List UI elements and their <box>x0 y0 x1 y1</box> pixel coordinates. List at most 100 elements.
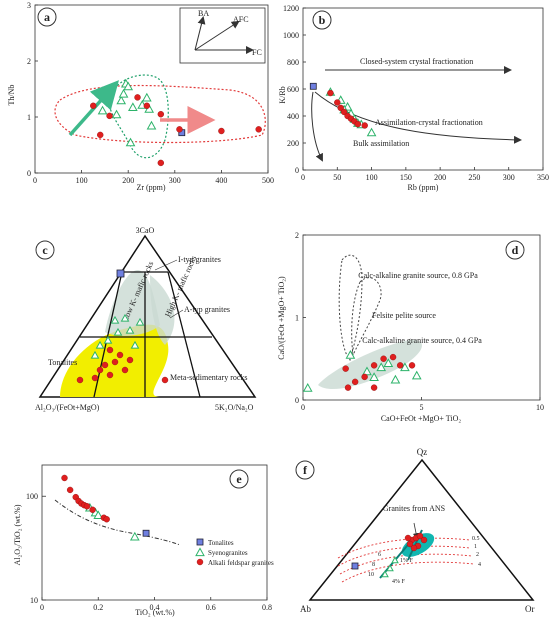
point-circle <box>157 110 165 118</box>
point-circle <box>361 122 368 129</box>
panel-e-letter: e <box>236 472 242 486</box>
c-meta: Meta-sedimentary rocks <box>170 373 248 382</box>
e-xtick: 0 <box>40 603 44 612</box>
point-triangle <box>390 374 401 384</box>
inset-ba-label: BA <box>198 9 209 18</box>
point-triangle <box>146 120 157 130</box>
c-syeno-point <box>125 325 135 334</box>
c-alkali-point <box>91 374 99 382</box>
point-circle <box>83 503 91 510</box>
a-axes-ytick: 0 <box>27 169 31 178</box>
d-calc04: Calc-alkaline granite source, 0.4 GPa <box>362 336 482 345</box>
point-triangle <box>93 510 104 520</box>
c-alkali-point <box>111 358 119 366</box>
point-circle <box>380 355 387 362</box>
a-axes-xtick: 100 <box>76 176 88 185</box>
c-apex-top: 3CaO <box>136 226 155 235</box>
point-circle <box>97 131 104 139</box>
panel-d-letter: d <box>512 243 519 257</box>
f-alkali-point <box>410 544 418 552</box>
point-circle <box>143 102 151 110</box>
point-circle <box>354 120 362 128</box>
c-i-type: I-typ granites <box>178 255 221 264</box>
f-syeno-point <box>381 570 389 578</box>
point-triangle <box>128 102 138 112</box>
point-triangle <box>362 366 372 376</box>
point-circle <box>389 353 397 361</box>
a-axes-ytick: 1 <box>27 113 31 122</box>
d-felsic-field <box>338 254 363 361</box>
c-divider-3 <box>167 271 201 398</box>
f-p4: 4 <box>478 562 481 568</box>
panel-b-ylabel: K/Rb <box>278 86 287 103</box>
b-axes-xtick: 250 <box>468 173 480 182</box>
panel-f: f Qz Ab Or Granites from ANS 0.5 1 2 4 1… <box>295 447 535 614</box>
point-triangle <box>129 531 140 541</box>
b-axes-ytick: 0 <box>295 166 299 175</box>
point-circle <box>176 126 183 133</box>
afc-curve <box>314 91 522 144</box>
point-circle <box>90 102 97 110</box>
point-circle <box>344 384 352 391</box>
c-alkali-point <box>121 366 129 374</box>
panel-f-badge <box>295 460 315 480</box>
e-xtick: 0.8 <box>262 603 272 612</box>
point-triangle <box>345 349 356 359</box>
f-iso-1 <box>337 545 471 567</box>
e-xtick: 0.4 <box>150 603 160 612</box>
inset-fc-label: FC <box>252 48 262 57</box>
f-ans-label: Granites from ANS <box>383 504 445 513</box>
panel-f-letter: f <box>303 463 308 477</box>
point-triangle <box>376 362 387 372</box>
e-trend-line <box>54 499 181 546</box>
panel-c: c 3CaO Al₂O₃/(FeOt+MgO) 5K₂O/Na₂O I-typ … <box>35 226 257 412</box>
f-tonalite <box>351 562 359 570</box>
point-triangle <box>383 358 394 367</box>
f-apex-left: Ab <box>300 604 311 614</box>
point-triangle <box>97 105 108 115</box>
point-circle <box>61 474 68 482</box>
c-syeno-point <box>135 317 145 326</box>
point-triangle <box>111 109 122 119</box>
c-tonalites: Tonalites <box>48 358 77 367</box>
f-pf4: 4% F <box>392 579 405 585</box>
inset-box <box>179 7 266 64</box>
panel-a: a BA AFC FC Th/Nb Zr (ppm) 0 100 200 300 400… <box>7 1 274 192</box>
afc-label: Assimilation-crystal fractionation <box>375 118 483 127</box>
panel-b-badge <box>312 10 332 30</box>
i-type-field <box>105 270 160 336</box>
point-circle <box>342 365 349 372</box>
panel-a-letter: a <box>44 10 50 24</box>
point-circle <box>351 378 359 386</box>
point-circle <box>89 506 96 514</box>
c-syeno-point <box>95 340 105 349</box>
c-tonalite <box>116 269 125 278</box>
inset-afc-label: AFC <box>233 15 249 24</box>
b-axes-ytick: 400 <box>287 112 299 121</box>
point-triangle <box>369 372 379 381</box>
panel-a-green-field <box>108 74 169 159</box>
point-triangle <box>125 137 136 147</box>
d-axes-ytick: 1 <box>295 314 299 323</box>
d-axes-ytick: 0 <box>295 396 299 405</box>
panel-d: d Calc-alkaline granite source, 0.8 GPa … <box>277 231 544 423</box>
point-circle <box>370 362 378 369</box>
bulk-label: Bulk assimilation <box>353 139 409 148</box>
f-alkali-point <box>416 532 424 540</box>
point-triangle <box>118 88 129 98</box>
panel-e-badge <box>229 469 249 489</box>
panel-a-frame <box>34 4 269 174</box>
f-p1: 1 <box>474 544 477 550</box>
f-iso-05 <box>337 537 471 559</box>
a-axes-xtick: 200 <box>122 176 134 185</box>
a-axes-xtick: 300 <box>169 176 181 185</box>
c-syeno-point <box>90 350 100 359</box>
b-axes-ytick: 800 <box>287 58 299 67</box>
c-syeno-point <box>103 335 113 344</box>
d-axes-xtick: 0 <box>301 403 305 412</box>
f-syeno-point <box>386 564 394 572</box>
point-circle <box>66 486 74 494</box>
panel-d-ylabel: CaO/(FeOt +MgO+ TiO₂) <box>277 276 286 360</box>
panel-b: b Closed-system crystal fractionation As… <box>278 4 549 192</box>
f-pf1: 1% F <box>400 558 413 564</box>
